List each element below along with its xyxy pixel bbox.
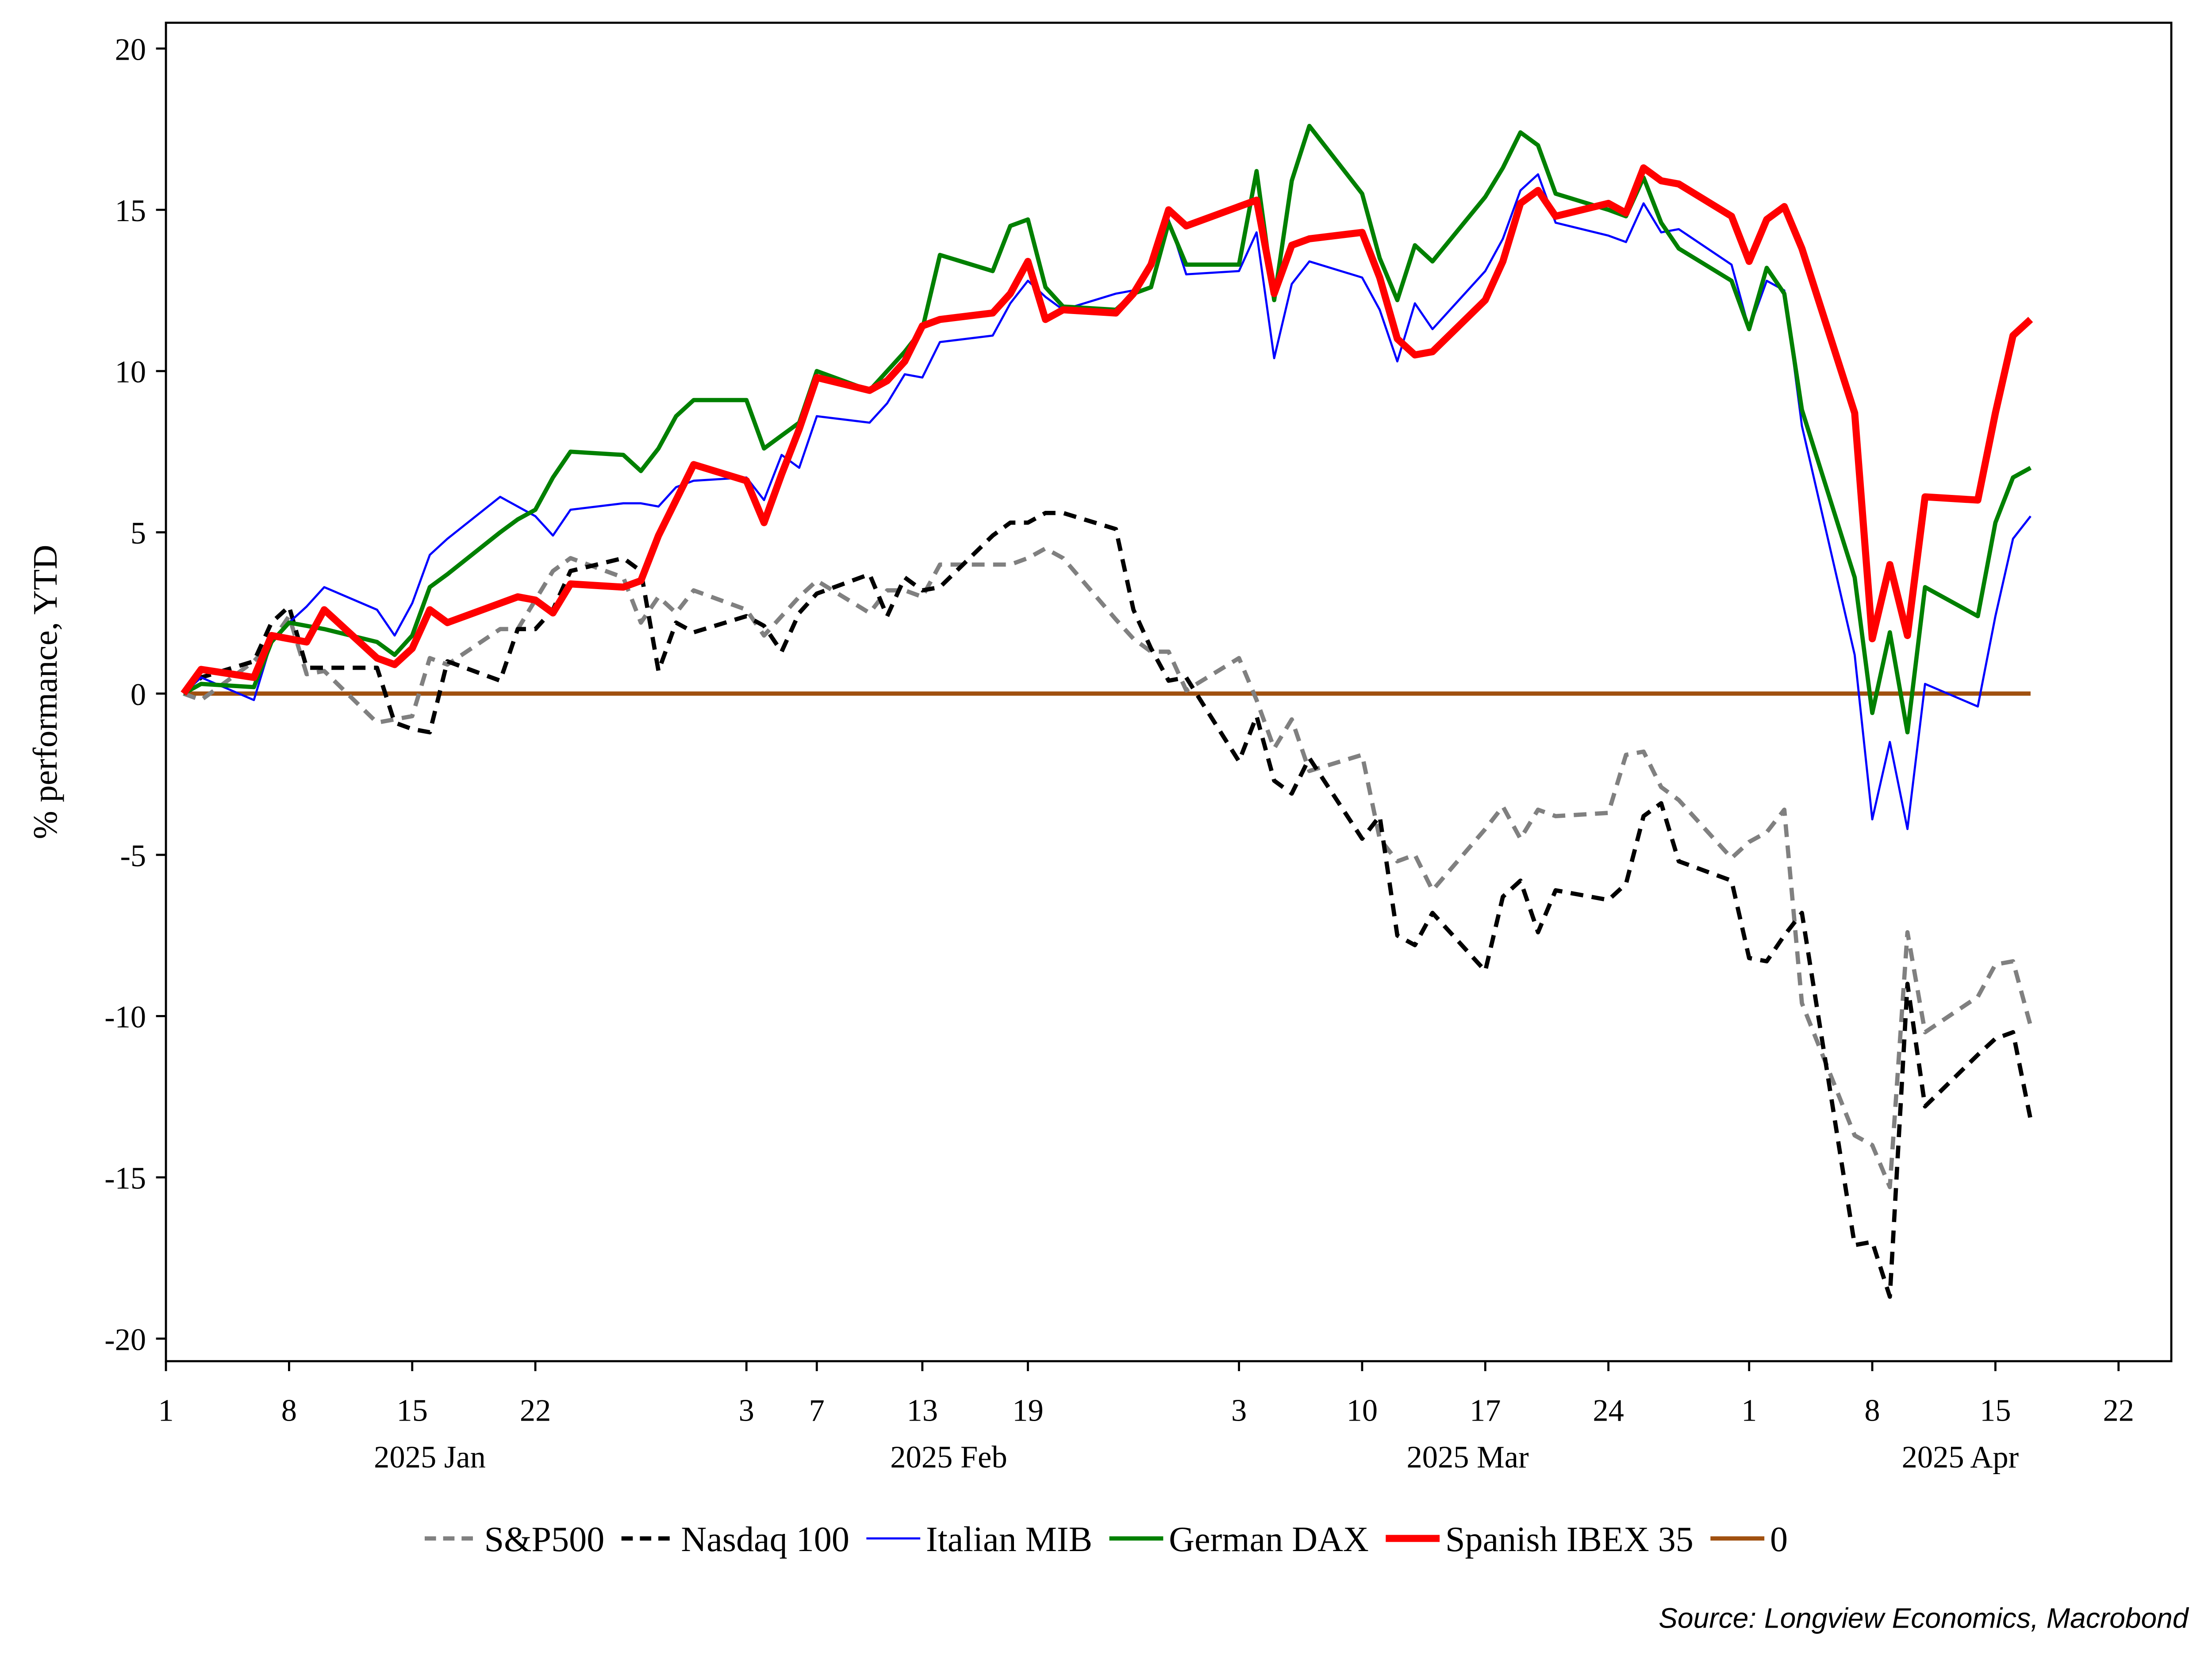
- month-label: 2025 Jan: [374, 1440, 486, 1475]
- x-tick-label: 19: [1012, 1393, 1044, 1428]
- y-tick-label: 20: [115, 32, 146, 67]
- legend-label: 0: [1770, 1520, 1788, 1559]
- x-tick-label: 22: [2103, 1393, 2134, 1428]
- x-tick-label: 22: [520, 1393, 551, 1428]
- legend-label: Spanish IBEX 35: [1445, 1520, 1694, 1559]
- series-line: [183, 173, 2032, 830]
- y-tick-label: 5: [131, 516, 146, 551]
- y-tick-label: 15: [115, 194, 146, 228]
- month-label: 2025 Feb: [890, 1440, 1007, 1475]
- series-line: [180, 164, 2033, 696]
- x-tick-label: 24: [1593, 1393, 1624, 1428]
- month-label: 2025 Apr: [1902, 1440, 2019, 1475]
- plot-frame: [165, 22, 2173, 1363]
- month-label: 2025 Mar: [1406, 1440, 1528, 1475]
- legend-label: Nasdaq 100: [681, 1520, 849, 1559]
- y-tick-label: -5: [120, 839, 146, 873]
- x-tick-label: 10: [1347, 1393, 1378, 1428]
- x-tick-label: 3: [1231, 1393, 1247, 1428]
- x-tick-label: 17: [1470, 1393, 1501, 1428]
- x-tick-label: 8: [1864, 1393, 1880, 1428]
- legend: S&P500 Nasdaq 100 Italian MIB German DAX Spa…: [424, 1520, 1788, 1559]
- legend-label: S&P500: [484, 1520, 605, 1559]
- x-tick-label: 3: [739, 1393, 754, 1428]
- x-tick-label: 1: [1741, 1393, 1757, 1428]
- y-axis-label: % performance, YTD: [26, 545, 64, 839]
- y-tick-label: 0: [131, 678, 146, 712]
- x-tick-label: 13: [907, 1393, 938, 1428]
- y-tick-label: -15: [104, 1161, 146, 1196]
- legend-label: Italian MIB: [926, 1520, 1092, 1559]
- y-tick-label: -10: [104, 1000, 146, 1034]
- x-tick-label: 15: [396, 1393, 428, 1428]
- y-tick-label: 10: [115, 355, 146, 390]
- series-line: [183, 546, 2033, 1189]
- series-line: [182, 511, 2033, 1299]
- legend-label: German DAX: [1169, 1520, 1369, 1559]
- y-tick-label: -20: [104, 1322, 146, 1357]
- x-tick-label: 15: [1980, 1393, 2011, 1428]
- x-tick-label: 1: [158, 1393, 173, 1428]
- x-tick-label: 8: [281, 1393, 297, 1428]
- x-tick-label: 7: [809, 1393, 825, 1428]
- source-note: Source: Longview Economics, Macrobond: [1659, 1602, 2189, 1634]
